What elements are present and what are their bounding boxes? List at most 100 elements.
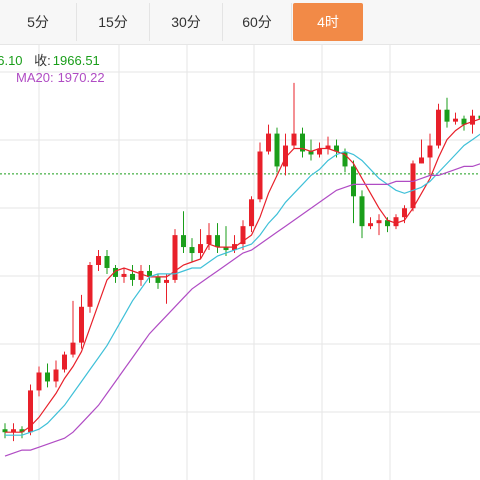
candle — [113, 264, 118, 283]
candle — [36, 366, 42, 397]
candle-body — [342, 151, 348, 167]
ma20-line — [4, 163, 480, 457]
candle-body — [393, 217, 399, 227]
candle-body — [28, 390, 33, 433]
candle-body — [19, 429, 25, 433]
candle-body — [198, 244, 203, 254]
candle-body — [308, 151, 314, 155]
candles-layer — [2, 82, 480, 442]
candle-body — [325, 145, 331, 149]
candle — [351, 160, 356, 224]
candle — [436, 103, 441, 149]
candle-body — [147, 270, 152, 277]
candle — [198, 229, 203, 260]
candle — [181, 211, 186, 254]
candle-body — [453, 118, 458, 122]
candle — [2, 423, 8, 439]
ma20-value: 1970.22 — [57, 70, 105, 85]
candle-body — [470, 115, 475, 125]
candle — [104, 250, 110, 274]
candle — [342, 148, 348, 173]
candle — [240, 220, 246, 251]
candle-body — [11, 429, 16, 433]
candle — [138, 264, 144, 286]
candle — [308, 139, 314, 161]
tab-4hour[interactable]: 4时 — [293, 3, 363, 41]
candle-body — [96, 256, 101, 265]
candle-body — [266, 133, 271, 152]
candle-body — [130, 273, 135, 280]
candle-body — [155, 276, 161, 283]
candle-body — [172, 235, 178, 280]
candle-body — [121, 273, 127, 277]
candle — [291, 82, 297, 149]
candle — [62, 351, 67, 373]
candle — [87, 262, 93, 313]
candle-body — [402, 208, 407, 218]
candle-body — [240, 226, 246, 245]
tab-30min[interactable]: 30分 — [150, 3, 223, 41]
candle — [427, 133, 433, 176]
candle — [70, 300, 76, 358]
candle — [223, 226, 229, 257]
ma5-line — [5, 118, 480, 433]
candle-body — [359, 196, 365, 227]
candle-body — [138, 270, 144, 280]
candle — [376, 214, 382, 236]
candle-body — [87, 264, 93, 307]
candle — [283, 133, 288, 176]
candle-body — [70, 342, 76, 355]
candlestick-chart — [0, 44, 480, 480]
candle — [79, 294, 84, 349]
candle — [453, 112, 458, 125]
tab-60min[interactable]: 60分 — [223, 3, 292, 41]
candle — [189, 238, 195, 262]
candle — [359, 190, 365, 239]
candle-body — [257, 151, 263, 200]
candle-body — [291, 133, 297, 146]
candle — [215, 223, 220, 254]
candle-body — [249, 199, 254, 227]
candle-body — [2, 429, 8, 433]
moving-average-layer — [4, 118, 480, 457]
candle-body — [317, 148, 322, 155]
candle — [249, 196, 254, 233]
candle — [410, 160, 416, 212]
candle — [266, 124, 271, 155]
candle-body — [36, 372, 42, 391]
candle — [257, 142, 263, 203]
candle-body — [206, 235, 212, 245]
candle — [45, 363, 50, 388]
close-label: 收: — [34, 53, 51, 68]
candle-body — [189, 247, 195, 254]
candle — [53, 360, 59, 388]
tab-5min[interactable]: 5分 — [0, 3, 77, 41]
price-info-row: 66.10 收:1966.51 — [0, 50, 100, 69]
candle-body — [113, 267, 118, 277]
candle-body — [79, 306, 84, 343]
candle-body — [45, 372, 50, 382]
candle-body — [351, 166, 356, 197]
candle-body — [53, 369, 59, 382]
open-value: 66.10 — [0, 53, 23, 68]
candle-body — [376, 220, 382, 224]
candle-body — [478, 115, 480, 119]
candle-body — [215, 235, 220, 248]
candle-body — [385, 220, 390, 227]
candle-body — [334, 145, 339, 152]
close-value: 1966.51 — [52, 53, 100, 68]
candle — [300, 127, 305, 158]
candle — [325, 136, 331, 155]
tab-15min[interactable]: 15分 — [77, 3, 150, 41]
candle-body — [104, 256, 110, 268]
candle-body — [410, 163, 416, 209]
candle-body — [300, 133, 305, 152]
candle — [206, 223, 212, 251]
candle-body — [461, 118, 467, 125]
timeframe-tabbar: 5分 15分 30分 60分 4时 — [0, 0, 480, 45]
candle — [96, 250, 101, 271]
candle-body — [164, 279, 169, 283]
candle-body — [419, 157, 424, 164]
candle — [317, 142, 322, 158]
candle — [478, 115, 480, 119]
